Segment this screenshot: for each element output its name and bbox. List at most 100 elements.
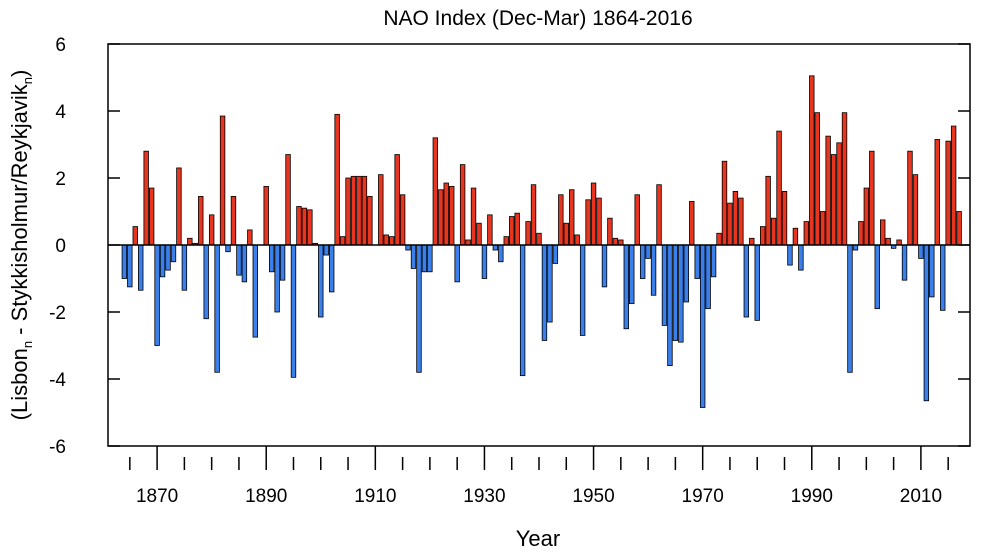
bar-1934 xyxy=(503,236,509,246)
bar-1986 xyxy=(787,244,793,266)
bar-1909 xyxy=(367,196,373,246)
y-label-sub-n-2: n xyxy=(20,77,35,84)
bar-1900 xyxy=(318,244,324,318)
bar-1964 xyxy=(667,244,673,366)
bar-1960 xyxy=(645,244,651,259)
bar-1947 xyxy=(574,234,580,246)
bar-1976 xyxy=(732,190,739,246)
bar-1982 xyxy=(765,175,771,246)
bar-1998 xyxy=(852,244,859,251)
bar-1957 xyxy=(629,244,635,305)
bar-1972 xyxy=(710,244,717,278)
bar-1898 xyxy=(307,209,313,246)
bar-1925 xyxy=(454,244,460,283)
x-axis-label: Year xyxy=(516,526,560,551)
bar-1870 xyxy=(154,244,160,346)
bar-1943 xyxy=(552,244,559,264)
bar-1940 xyxy=(536,232,542,246)
bar-1916 xyxy=(405,244,411,251)
bar-1951 xyxy=(596,197,602,246)
bar-2003 xyxy=(880,219,886,246)
bar-1948 xyxy=(579,244,586,336)
bar-1938 xyxy=(525,221,531,246)
bar-2006 xyxy=(896,239,902,246)
x-tick-label: 1990 xyxy=(791,486,833,507)
bar-1977 xyxy=(738,197,744,246)
bar-1999 xyxy=(858,221,864,246)
bar-1914 xyxy=(394,154,400,246)
bar-1868 xyxy=(143,150,149,246)
y-tick-label: 2 xyxy=(55,169,66,190)
bar-2004 xyxy=(885,237,891,246)
bar-1950 xyxy=(590,182,597,246)
bar-1879 xyxy=(203,244,209,320)
bar-2007 xyxy=(901,244,908,281)
x-tick-label: 1910 xyxy=(354,486,396,507)
bar-1871 xyxy=(159,244,166,278)
y-axis-label: (Lisbonn - Stykkisholmur/Reykjavikn) xyxy=(7,70,35,421)
bar-1873 xyxy=(170,244,177,263)
x-tick-label: 1890 xyxy=(245,486,287,507)
bar-1992 xyxy=(820,211,826,246)
x-tick-label: 1930 xyxy=(463,486,505,507)
bar-1988 xyxy=(798,244,804,271)
bar-1921 xyxy=(432,137,439,246)
bar-1881 xyxy=(214,244,220,373)
bar-1901 xyxy=(323,244,329,256)
bar-1985 xyxy=(781,190,788,246)
bar-1875 xyxy=(181,244,188,291)
bar-1979 xyxy=(749,237,755,246)
bar-1990 xyxy=(809,75,815,246)
y-tick-label: 4 xyxy=(55,102,66,123)
bar-2016 xyxy=(950,125,957,246)
y-tick-label: -2 xyxy=(49,303,66,324)
bar-1902 xyxy=(328,244,335,293)
bar-1928 xyxy=(470,187,477,246)
bar-1968 xyxy=(689,201,695,246)
bar-1967 xyxy=(683,244,689,303)
bar-2008 xyxy=(907,150,913,246)
bar-1895 xyxy=(290,244,297,378)
bar-1952 xyxy=(601,244,608,288)
bar-1884 xyxy=(230,196,237,246)
bar-1995 xyxy=(836,142,842,246)
bar-2017 xyxy=(956,211,962,246)
bar-1996 xyxy=(841,112,848,246)
bar-1981 xyxy=(759,226,766,246)
bar-1908 xyxy=(361,175,368,246)
bar-1983 xyxy=(770,217,777,246)
bar-1955 xyxy=(618,239,624,246)
bar-1975 xyxy=(727,202,733,246)
bar-1919 xyxy=(421,244,428,273)
bar-2000 xyxy=(863,187,870,246)
bar-1882 xyxy=(219,115,226,246)
bar-1915 xyxy=(399,194,406,246)
bar-1966 xyxy=(678,244,684,343)
x-axis: 1870 1890 1910 1930 1950 1970 1990 2010 xyxy=(129,446,949,507)
y-label-lisbon: Lisbon xyxy=(7,348,32,413)
bar-1994 xyxy=(830,154,837,246)
bar-2013 xyxy=(934,139,940,246)
bar-1905 xyxy=(345,177,351,246)
bar-1911 xyxy=(378,174,384,246)
bar-1959 xyxy=(639,244,646,279)
bar-1933 xyxy=(498,244,504,263)
bar-1874 xyxy=(176,167,182,246)
bar-1963 xyxy=(661,244,668,326)
bar-1984 xyxy=(776,130,782,246)
bar-1946 xyxy=(569,189,575,246)
y-tick-label: -6 xyxy=(49,437,66,458)
bar-2002 xyxy=(874,244,880,310)
y-label-open-paren: ( xyxy=(7,412,32,420)
bar-1939 xyxy=(530,184,537,246)
bar-1945 xyxy=(563,222,569,246)
x-tick-label: 1970 xyxy=(682,486,724,507)
bar-1978 xyxy=(743,244,750,318)
bar-1961 xyxy=(650,244,657,296)
bar-1936 xyxy=(514,212,520,246)
bar-1864 xyxy=(121,244,128,279)
bar-1880 xyxy=(208,214,215,246)
bar-1876 xyxy=(187,237,193,246)
bar-1970 xyxy=(699,244,706,408)
bar-2010 xyxy=(918,244,924,259)
